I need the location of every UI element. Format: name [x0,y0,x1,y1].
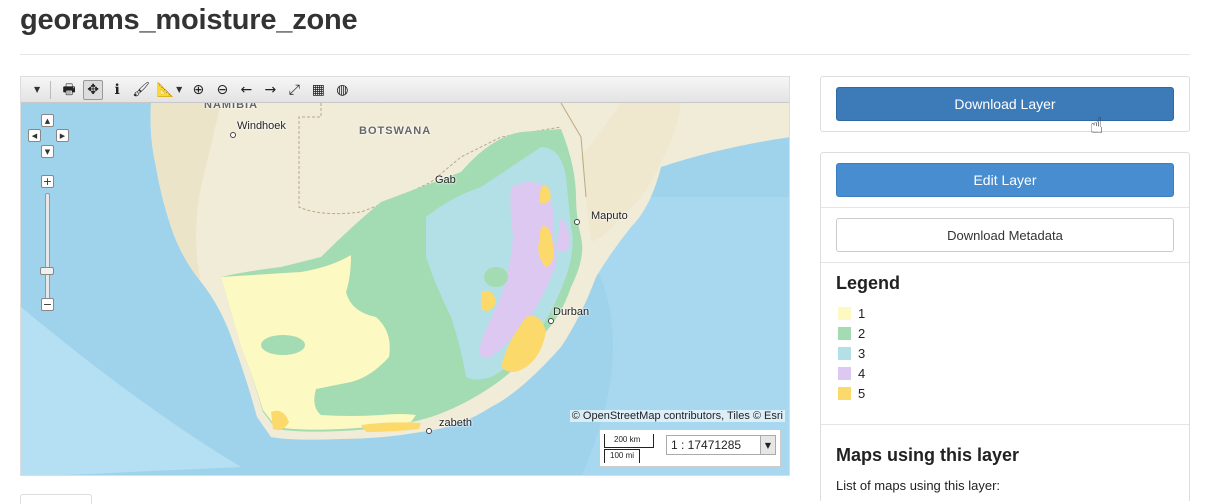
scale-control: 200 km 100 mi 1 : 17471285 ▼ [599,429,781,467]
title-divider [20,54,1190,55]
divider [821,262,1189,263]
scale-select-value: 1 : 17471285 [671,438,742,452]
legend-item: 4 [838,366,865,381]
info-icon[interactable]: ℹ [114,81,120,98]
paint-icon[interactable]: 🖌 [132,81,151,98]
legend-swatch [838,347,851,360]
scale-bar-km [604,434,654,448]
legend-item: 1 [838,306,865,321]
scale-select[interactable]: 1 : 17471285 ▼ [666,435,776,455]
chevron-down-icon[interactable]: ▼ [760,435,776,455]
scale-mi-label: 100 mi [610,451,635,460]
divider [821,207,1189,208]
chevron-down-icon[interactable]: ▼ [176,85,183,94]
calendar-icon[interactable]: ▦ [311,81,325,98]
map-label-botswana: BOTSWANA [359,125,432,137]
legend-item: 5 [838,386,865,401]
download-layer-button[interactable]: Download Layer [836,87,1174,121]
download-metadata-button[interactable]: Download Metadata [836,218,1174,252]
layer-info-panel: Edit Layer Download Metadata Legend 1 2 … [820,152,1190,501]
map-label-maputo: Maputo [591,210,628,222]
divider [821,424,1189,425]
zoom-out-icon[interactable]: ⊖ [216,81,229,98]
bottom-tab-stub [20,494,92,504]
city-marker [574,219,580,225]
pan-icon[interactable]: ✥ [83,79,104,100]
legend-item-label: 1 [858,306,866,321]
city-marker [548,318,554,324]
legend-title: Legend [836,273,901,293]
pan-up-icon[interactable]: ▲ [41,114,54,127]
print-icon[interactable]: 🖶 [62,81,76,98]
edit-layer-button[interactable]: Edit Layer [836,163,1174,197]
legend-item: 2 [838,326,865,341]
map-label-durban: Durban [553,306,590,318]
legend-swatch [838,327,851,340]
download-panel: Download Layer [820,76,1190,132]
hand-cursor-icon: ☝ [1090,114,1104,139]
zoom-in-icon[interactable]: ⊕ [192,81,205,98]
toolbar-separator [50,80,52,99]
legend-swatch [838,307,851,320]
legend-item-label: 2 [858,326,866,341]
forward-icon[interactable]: → [264,81,277,98]
map-label-elizabeth: zabeth [439,417,473,429]
fullscreen-icon[interactable]: ⤢ [288,81,300,98]
map-canvas[interactable] [21,77,790,476]
scale-bar-mi [604,449,640,463]
pan-down-icon[interactable]: ▼ [41,145,54,158]
map-attribution: © OpenStreetMap contributors, Tiles © Es… [569,410,785,422]
zoom-plus-button[interactable]: + [41,175,54,188]
city-marker [426,428,432,434]
legend-item-label: 3 [858,346,866,361]
city-marker [230,132,236,138]
zoom-minus-button[interactable]: − [41,298,54,311]
legend-swatch [838,387,851,400]
legend-item: 3 [838,346,865,361]
globe-icon[interactable]: ◍ [336,81,349,98]
legend-item-label: 5 [858,386,866,401]
map-viewer[interactable]: NAMIBIA BOTSWANA Windhoek Gab Maputo Dur… [20,76,790,476]
measure-icon[interactable]: 📐 [156,81,174,98]
maps-using-description: List of maps using this layer: [836,478,1001,493]
page-title: georams_moisture_zone [20,4,358,36]
pan-left-icon[interactable]: ◀ [28,129,41,142]
maps-using-title: Maps using this layer [836,445,1020,465]
zoom-slider-handle[interactable] [40,267,54,275]
legend-swatch [838,367,851,380]
scale-km-label: 200 km [614,435,641,444]
map-toolbar: ▼ 🖶 ✥ ℹ 🖌 📐 ▼ ⊕ ⊖ ← → ⤢ ▦ ◍ [21,77,789,103]
chevron-down-icon[interactable]: ▼ [34,85,41,94]
map-label-gaborone: Gab [435,174,456,186]
back-icon[interactable]: ← [240,81,253,98]
map-label-windhoek: Windhoek [237,120,286,132]
pan-right-icon[interactable]: ▶ [56,129,69,142]
legend-item-label: 4 [858,366,866,381]
zoom-slider[interactable] [45,193,50,303]
